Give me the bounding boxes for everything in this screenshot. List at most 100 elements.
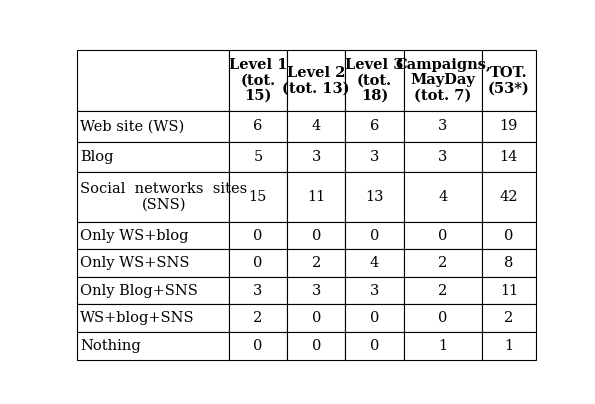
Text: Level 2
(tot. 13): Level 2 (tot. 13) [283, 65, 350, 95]
Text: 11: 11 [500, 284, 518, 298]
Bar [77, 50, 228, 111]
Text: 4: 4 [370, 256, 379, 270]
Bar [228, 305, 287, 332]
Text: 0: 0 [312, 339, 321, 353]
Text: Web site (WS): Web site (WS) [80, 119, 184, 133]
Bar [403, 50, 483, 111]
Text: 42: 42 [500, 190, 518, 204]
Bar [77, 142, 228, 172]
Text: 3: 3 [439, 150, 447, 164]
Text: 14: 14 [500, 150, 518, 164]
Text: 0: 0 [312, 311, 321, 325]
Bar [77, 332, 228, 360]
Bar [483, 142, 536, 172]
Bar [228, 332, 287, 360]
Text: 3: 3 [312, 150, 321, 164]
Text: 2: 2 [439, 256, 447, 270]
Bar [483, 332, 536, 360]
Text: Campaigns,
MayDay
(tot. 7): Campaigns, MayDay (tot. 7) [395, 58, 491, 103]
Text: 6: 6 [253, 119, 262, 133]
Text: 2: 2 [439, 284, 447, 298]
Text: 0: 0 [253, 339, 262, 353]
Bar [287, 172, 345, 222]
Bar [403, 277, 483, 305]
Bar [287, 50, 345, 111]
Bar [345, 277, 403, 305]
Text: Blog: Blog [80, 150, 114, 164]
Bar [228, 142, 287, 172]
Bar [345, 249, 403, 277]
Text: Social  networks  sites
(SNS): Social networks sites (SNS) [80, 182, 248, 212]
Bar [287, 222, 345, 249]
Text: 2: 2 [253, 311, 262, 325]
Text: 3: 3 [439, 119, 447, 133]
Bar [287, 305, 345, 332]
Text: Only WS+SNS: Only WS+SNS [80, 256, 190, 270]
Bar [483, 222, 536, 249]
Text: 19: 19 [500, 119, 518, 133]
Bar [403, 249, 483, 277]
Bar [228, 50, 287, 111]
Text: 3: 3 [370, 284, 379, 298]
Bar [345, 332, 403, 360]
Text: Nothing: Nothing [80, 339, 141, 353]
Bar [345, 142, 403, 172]
Text: Only Blog+SNS: Only Blog+SNS [80, 284, 198, 298]
Bar [228, 172, 287, 222]
Bar [77, 111, 228, 142]
Bar [345, 50, 403, 111]
Text: 0: 0 [253, 256, 262, 270]
Text: 0: 0 [370, 229, 379, 242]
Bar [483, 249, 536, 277]
Text: 0: 0 [312, 229, 321, 242]
Bar [403, 222, 483, 249]
Bar [287, 332, 345, 360]
Text: 13: 13 [365, 190, 384, 204]
Bar [345, 305, 403, 332]
Text: 3: 3 [370, 150, 379, 164]
Bar [287, 142, 345, 172]
Text: 8: 8 [504, 256, 513, 270]
Text: 0: 0 [504, 229, 513, 242]
Text: 11: 11 [307, 190, 325, 204]
Text: 0: 0 [370, 339, 379, 353]
Bar [77, 222, 228, 249]
Bar [345, 172, 403, 222]
Text: TOT.
(53*): TOT. (53*) [488, 65, 530, 95]
Text: 15: 15 [249, 190, 267, 204]
Bar [345, 111, 403, 142]
Bar [403, 332, 483, 360]
Text: 3: 3 [312, 284, 321, 298]
Text: 2: 2 [312, 256, 321, 270]
Bar [228, 222, 287, 249]
Text: Level 3
(tot.
18): Level 3 (tot. 18) [345, 58, 404, 103]
Bar [77, 249, 228, 277]
Bar [77, 305, 228, 332]
Text: Level 1
(tot.
15): Level 1 (tot. 15) [228, 58, 287, 103]
Text: 0: 0 [439, 311, 447, 325]
Bar [345, 222, 403, 249]
Text: 3: 3 [253, 284, 262, 298]
Text: 2: 2 [504, 311, 513, 325]
Bar [483, 277, 536, 305]
Text: 0: 0 [253, 229, 262, 242]
Bar [228, 111, 287, 142]
Text: 0: 0 [370, 311, 379, 325]
Text: 0: 0 [439, 229, 447, 242]
Bar [483, 111, 536, 142]
Text: 6: 6 [370, 119, 379, 133]
Text: WS+blog+SNS: WS+blog+SNS [80, 311, 195, 325]
Bar [287, 277, 345, 305]
Bar [403, 111, 483, 142]
Bar [483, 305, 536, 332]
Bar [77, 172, 228, 222]
Bar [403, 142, 483, 172]
Bar [483, 172, 536, 222]
Text: 4: 4 [312, 119, 321, 133]
Bar [403, 172, 483, 222]
Text: 4: 4 [439, 190, 447, 204]
Text: 5: 5 [253, 150, 262, 164]
Bar [287, 249, 345, 277]
Bar [403, 305, 483, 332]
Text: 1: 1 [505, 339, 513, 353]
